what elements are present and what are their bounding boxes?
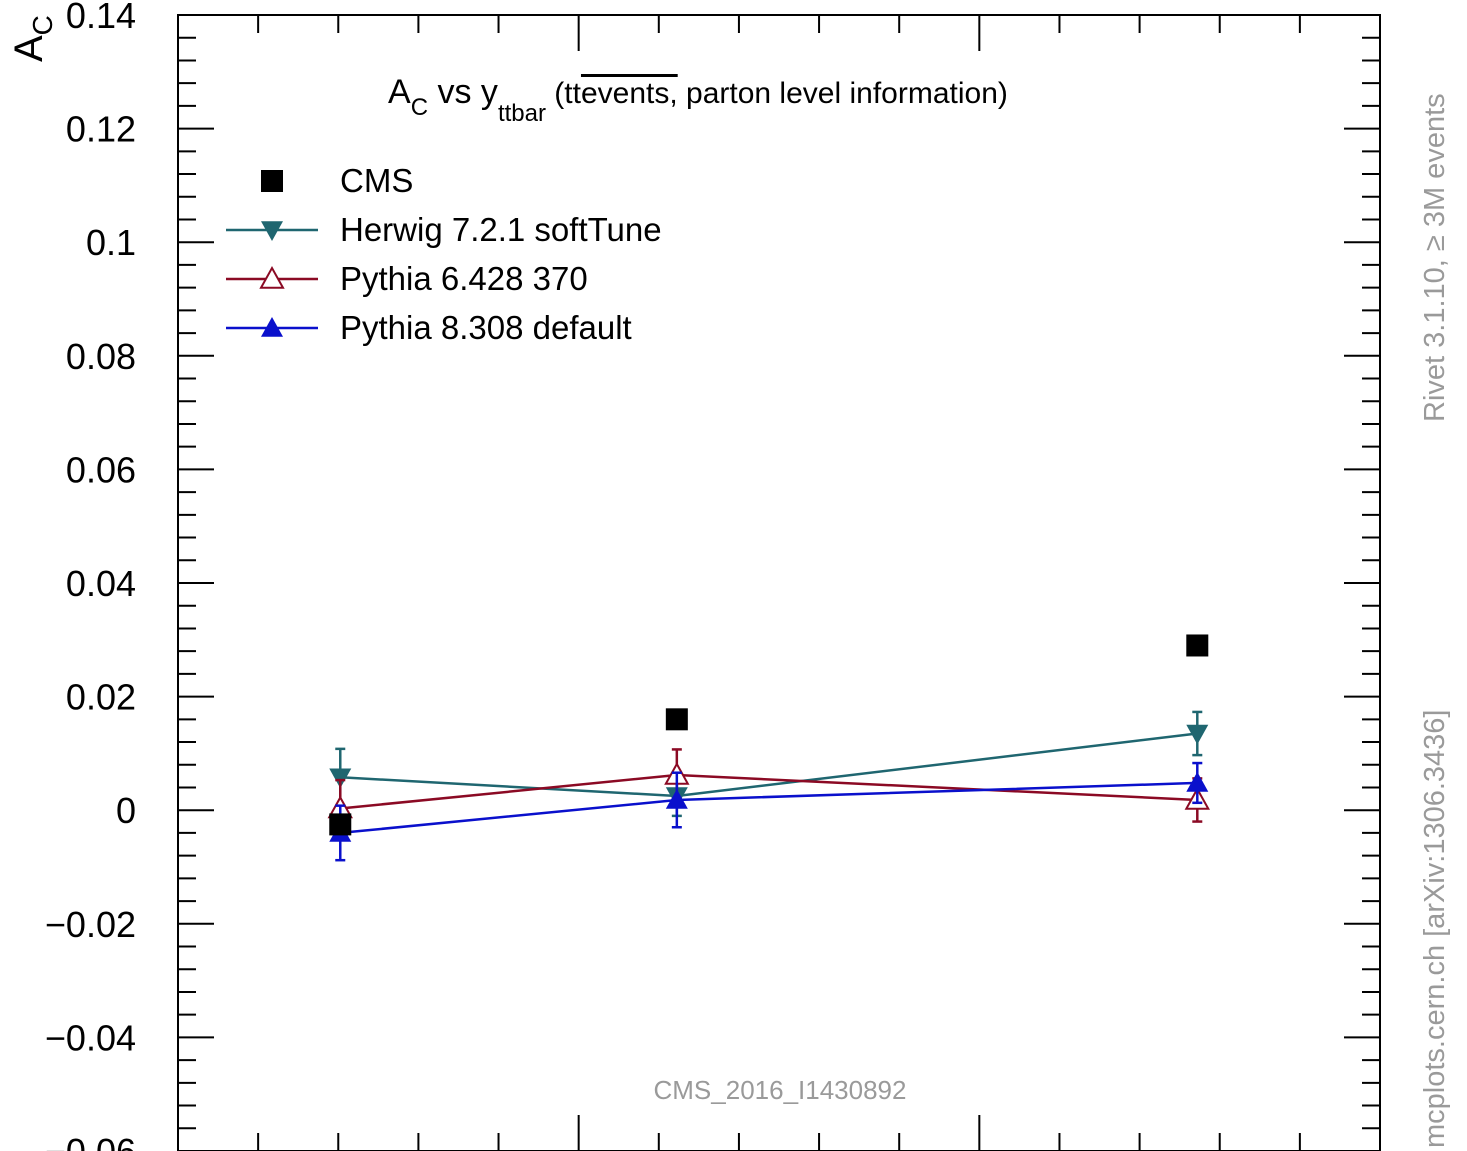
side-label-top: Rivet 3.1.10, ≥ 3M events <box>1419 93 1451 422</box>
legend-label: Herwig 7.2.1 softTune <box>340 211 662 248</box>
title-vs-sub: ttbar <box>498 100 546 127</box>
series-layer <box>327 634 1210 862</box>
y-tick-label: −0.04 <box>45 1017 136 1058</box>
y-tick-label: 0.04 <box>66 563 136 604</box>
chart-title: AC vs yttbar (ttevents, parton level inf… <box>388 73 1008 127</box>
title-vs: vs y <box>428 73 498 111</box>
title-a: A <box>388 73 411 111</box>
data-point <box>1186 724 1209 745</box>
series-herwig-7-2-1-softtune <box>329 710 1209 818</box>
title-overlined: events, <box>581 77 678 110</box>
analysis-id: CMS_2016_I1430892 <box>654 1075 907 1105</box>
y-tick-label: −0.06 <box>45 1131 136 1151</box>
data-point <box>1186 634 1209 657</box>
y-tick-label: 0 <box>116 790 136 831</box>
legend-marker <box>261 170 283 192</box>
y-tick-label: 0.14 <box>66 0 136 36</box>
title-rest: parton level information) <box>678 77 1008 110</box>
x-axis-ticks <box>177 15 1381 1151</box>
title-paren: (tt <box>546 77 582 110</box>
data-point <box>329 813 352 836</box>
data-point <box>1186 771 1209 792</box>
y-tick-label: −0.02 <box>45 904 136 945</box>
y-tick-label: 0.06 <box>66 449 136 490</box>
y-axis-label: AC <box>7 15 58 62</box>
y-tick-label: 0.1 <box>86 222 136 263</box>
data-point <box>665 708 688 731</box>
y-tick-label: 0.02 <box>66 677 136 718</box>
side-label-bottom: mcplots.cern.ch [arXiv:1306.3436] <box>1419 710 1451 1148</box>
legend-label: Pythia 8.308 default <box>340 309 632 346</box>
series-pythia-6-428-370 <box>327 748 1210 839</box>
y-axis-label-main: A <box>7 35 51 62</box>
title-a-sub: C <box>411 94 428 121</box>
series-pythia-8-308-default <box>329 761 1209 862</box>
series-line <box>340 781 1198 835</box>
y-axis-ticks: 0.14 0.12 0.1 0.08 0.06 0.04 0.02 0 −0.02 −0.04 −0… <box>45 0 1380 1151</box>
legend-label: Pythia 6.428 370 <box>340 260 588 297</box>
y-axis-label-sub: C <box>27 15 58 35</box>
series-cms <box>329 634 1209 836</box>
series-line <box>340 773 1198 810</box>
y-tick-label: 0.08 <box>66 336 136 377</box>
legend-marker <box>261 317 283 337</box>
legend-marker <box>259 265 285 289</box>
legend-label: CMS <box>340 162 413 199</box>
data-point <box>665 788 688 809</box>
legend: CMS Herwig 7.2.1 softTune Pythia 6.428 370… <box>226 162 662 346</box>
y-tick-label: 0.12 <box>66 109 136 150</box>
legend-marker <box>261 221 283 241</box>
data-point <box>329 768 352 789</box>
